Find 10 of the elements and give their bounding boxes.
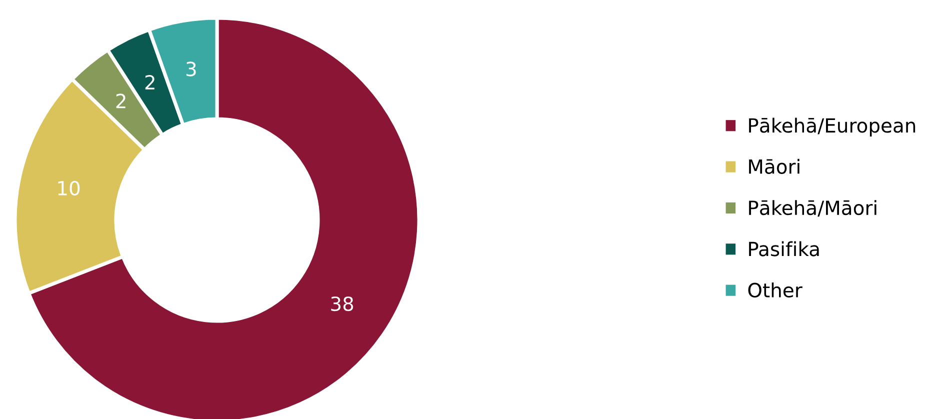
legend-label: Pākehā/European [749,118,916,137]
legend-label: Māori [749,158,800,174]
legend-label: Other [748,282,802,298]
legend-label: Pasifika [749,241,819,256]
data-label: 10 [58,180,80,196]
data-label: 38 [331,296,354,312]
data-label: 2 [116,94,126,108]
data-label: 3 [186,62,196,76]
legend-label: Pākehā/Māori [749,200,876,217]
data-label: 2 [145,74,154,90]
